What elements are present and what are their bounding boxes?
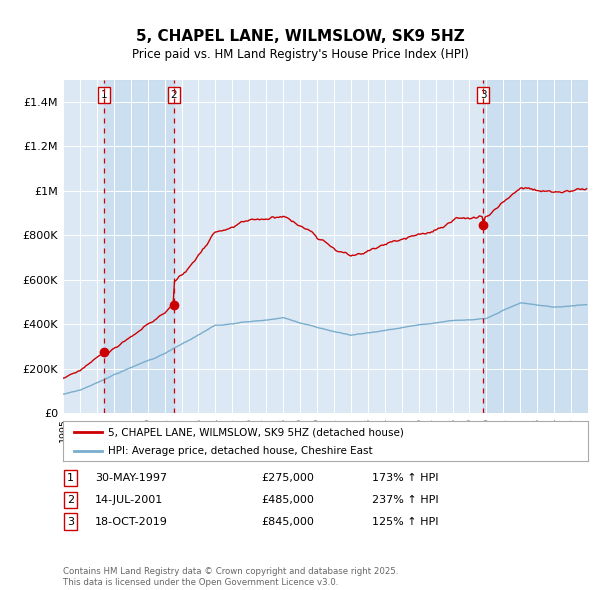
- Text: 18-OCT-2019: 18-OCT-2019: [95, 517, 167, 526]
- Text: 30-MAY-1997: 30-MAY-1997: [95, 473, 167, 483]
- Bar: [483, 80, 588, 413]
- Text: £275,000: £275,000: [261, 473, 314, 483]
- Text: 5, CHAPEL LANE, WILMSLOW, SK9 5HZ (detached house): 5, CHAPEL LANE, WILMSLOW, SK9 5HZ (detac…: [107, 427, 404, 437]
- Text: 3: 3: [479, 90, 487, 100]
- Text: £485,000: £485,000: [261, 495, 314, 504]
- Text: 173% ↑ HPI: 173% ↑ HPI: [372, 473, 439, 483]
- Text: Price paid vs. HM Land Registry's House Price Index (HPI): Price paid vs. HM Land Registry's House …: [131, 48, 469, 61]
- Bar: [104, 80, 174, 413]
- Text: This data is licensed under the Open Government Licence v3.0.: This data is licensed under the Open Gov…: [63, 578, 338, 587]
- Text: 5, CHAPEL LANE, WILMSLOW, SK9 5HZ: 5, CHAPEL LANE, WILMSLOW, SK9 5HZ: [136, 29, 464, 44]
- Text: 237% ↑ HPI: 237% ↑ HPI: [372, 495, 439, 504]
- Text: 1: 1: [67, 473, 74, 483]
- Text: HPI: Average price, detached house, Cheshire East: HPI: Average price, detached house, Ches…: [107, 447, 372, 456]
- Text: 125% ↑ HPI: 125% ↑ HPI: [372, 517, 439, 526]
- Text: 3: 3: [67, 517, 74, 526]
- Text: Contains HM Land Registry data © Crown copyright and database right 2025.: Contains HM Land Registry data © Crown c…: [63, 566, 398, 576]
- Text: 1: 1: [101, 90, 107, 100]
- Text: £845,000: £845,000: [261, 517, 314, 526]
- Text: 2: 2: [67, 495, 74, 504]
- Text: 14-JUL-2001: 14-JUL-2001: [95, 495, 163, 504]
- Text: 2: 2: [170, 90, 177, 100]
